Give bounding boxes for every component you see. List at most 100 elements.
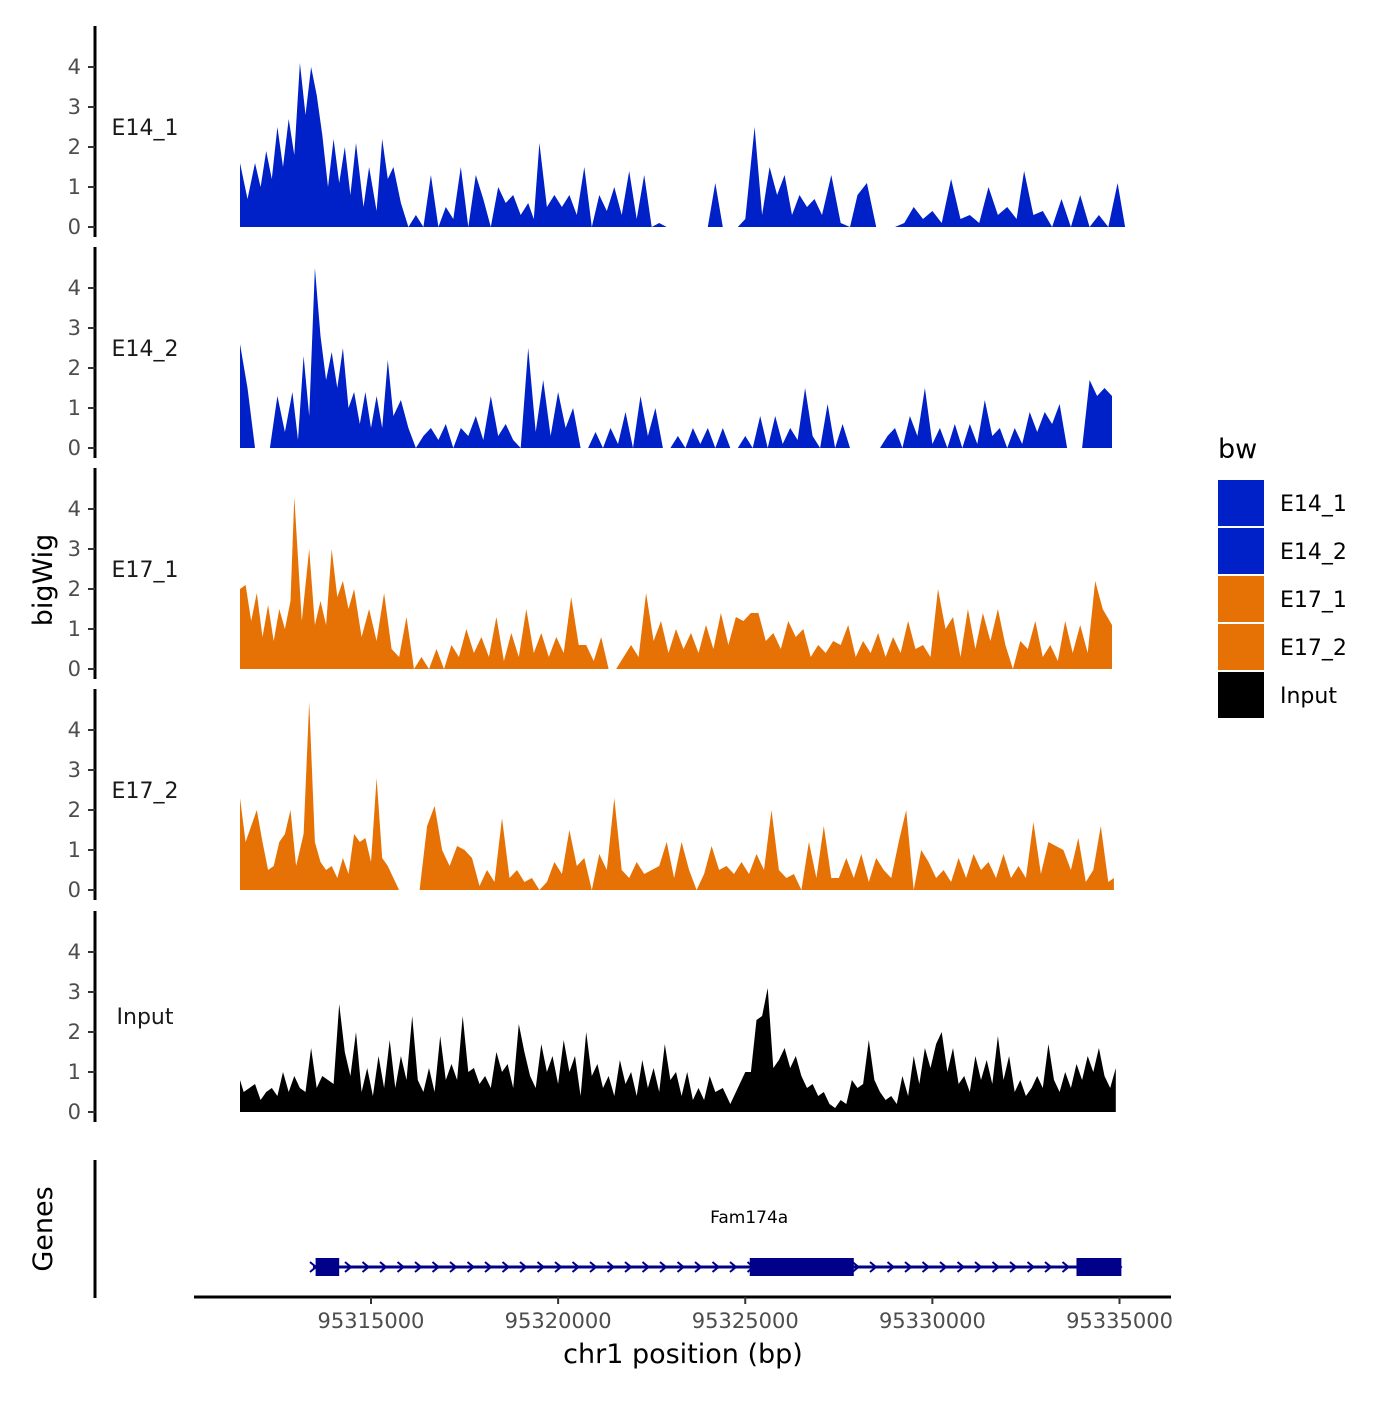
y-tick-label: 1 xyxy=(68,1060,81,1084)
gene-label: Fam174a xyxy=(710,1208,788,1228)
strand-arrow xyxy=(886,1261,896,1273)
y-tick-label: 1 xyxy=(68,838,81,862)
strand-arrow xyxy=(729,1261,738,1273)
strand-arrow xyxy=(676,1261,686,1273)
strand-arrow xyxy=(974,1261,983,1273)
y-tick-label: 2 xyxy=(68,577,81,601)
strand-arrow xyxy=(449,1261,458,1273)
strand-arrow xyxy=(484,1261,493,1273)
area-e17_1 xyxy=(240,497,1112,669)
strand-arrow xyxy=(711,1261,721,1273)
legend-key xyxy=(1218,480,1264,526)
strand-arrow xyxy=(501,1261,511,1273)
x-axis: 95315000 95320000 95325000 95330000 95335000 xyxy=(194,1295,1173,1333)
x-tick-label: 95335000 xyxy=(1066,1309,1173,1333)
y-tick-label: 3 xyxy=(68,537,81,561)
x-tick-label: 95330000 xyxy=(879,1309,986,1333)
strand-arrow xyxy=(921,1261,931,1273)
y-tick-label: 4 xyxy=(68,718,81,742)
legend: bw E14_1 E14_2 E17_1 E17_2 Input xyxy=(1218,434,1347,718)
genes-panel: Fam174a xyxy=(93,1160,1123,1298)
track-label: E14_2 xyxy=(112,337,179,362)
genes-axis-title: Genes xyxy=(28,1186,59,1271)
area-input xyxy=(240,988,1116,1112)
y-tick-label: 1 xyxy=(68,617,81,641)
strand-arrow xyxy=(1061,1261,1071,1273)
strand-arrow xyxy=(939,1261,948,1273)
y-tick-label: 1 xyxy=(68,396,81,420)
y-tick-label: 0 xyxy=(68,1100,81,1124)
strand-arrow xyxy=(536,1261,546,1273)
strand-arrow xyxy=(624,1261,633,1273)
x-axis-title: chr1 position (bp) xyxy=(563,1339,803,1370)
y-tick-label: 0 xyxy=(68,657,81,681)
y-tick-label: 2 xyxy=(68,135,81,159)
strand-arrow xyxy=(851,1261,861,1273)
strand-arrow xyxy=(606,1261,616,1273)
y-tick-label: 1 xyxy=(68,175,81,199)
strand-arrow xyxy=(1026,1261,1036,1273)
legend-label: E14_1 xyxy=(1280,492,1347,517)
y-tick-label: 3 xyxy=(68,95,81,119)
y-tick-label: 3 xyxy=(68,316,81,340)
gene-exon xyxy=(749,1258,854,1276)
gene-exon xyxy=(1076,1258,1122,1276)
track-e17_2: 0 1 2 3 4 E17_2 xyxy=(68,689,1114,902)
strand-arrow xyxy=(956,1261,966,1273)
x-tick-label: 95325000 xyxy=(692,1309,799,1333)
y-tick-label: 2 xyxy=(68,356,81,380)
track-label: E14_1 xyxy=(112,116,179,141)
strand-arrow xyxy=(641,1261,651,1273)
y-tick-label: 0 xyxy=(68,436,81,460)
strand-arrow xyxy=(659,1261,668,1273)
legend-key xyxy=(1218,624,1264,670)
track-e17_1: 0 1 2 3 4 E17_1 xyxy=(68,468,1112,681)
strand-arrow xyxy=(361,1261,371,1273)
y-axis-title: bigWig xyxy=(28,534,59,627)
strand-arrow xyxy=(1009,1261,1018,1273)
x-tick-label: 95320000 xyxy=(505,1309,612,1333)
strand-arrow xyxy=(904,1261,913,1273)
gene-exon xyxy=(315,1258,340,1276)
signal-tracks: 0 1 2 3 4 E14_1 0 1 2 3 4 E14_2 0 1 2 3 4 E17_1 0 1 2 3 4 E17_2… xyxy=(68,26,1126,1124)
legend-key xyxy=(1218,528,1264,574)
y-tick-label: 3 xyxy=(68,980,81,1004)
strand-arrow xyxy=(694,1261,703,1273)
strand-arrow xyxy=(991,1261,1001,1273)
strand-arrow xyxy=(571,1261,581,1273)
strand-arrow xyxy=(431,1261,441,1273)
y-tick-label: 2 xyxy=(68,1020,81,1044)
track-label: E17_1 xyxy=(112,558,179,583)
strand-arrow xyxy=(396,1261,406,1273)
strand-arrow xyxy=(1044,1261,1053,1273)
y-tick-label: 0 xyxy=(68,215,81,239)
legend-label: Input xyxy=(1280,684,1337,709)
strand-arrow xyxy=(344,1261,353,1273)
y-tick-label: 3 xyxy=(68,758,81,782)
strand-arrow xyxy=(379,1261,388,1273)
strand-arrow xyxy=(869,1261,878,1273)
area-e14_2 xyxy=(240,268,1112,448)
y-tick-label: 2 xyxy=(68,798,81,822)
legend-label: E17_2 xyxy=(1280,636,1347,661)
strand-arrow xyxy=(466,1261,476,1273)
y-tick-label: 4 xyxy=(68,940,81,964)
area-e17_2 xyxy=(240,702,1114,890)
strand-arrow xyxy=(554,1261,563,1273)
strand-arrow xyxy=(414,1261,423,1273)
legend-label: E17_1 xyxy=(1280,588,1347,613)
strand-arrow xyxy=(519,1261,528,1273)
y-tick-label: 4 xyxy=(68,497,81,521)
y-tick-label: 4 xyxy=(68,55,81,79)
x-tick-label: 95315000 xyxy=(318,1309,425,1333)
y-tick-label: 0 xyxy=(68,878,81,902)
strand-arrow xyxy=(589,1261,598,1273)
y-tick-label: 4 xyxy=(68,276,81,300)
track-e14_2: 0 1 2 3 4 E14_2 xyxy=(68,247,1112,460)
legend-key xyxy=(1218,576,1264,622)
track-input: 0 1 2 3 4 Input xyxy=(68,911,1116,1124)
area-e14_1 xyxy=(240,63,1126,227)
legend-title: bw xyxy=(1218,434,1257,465)
